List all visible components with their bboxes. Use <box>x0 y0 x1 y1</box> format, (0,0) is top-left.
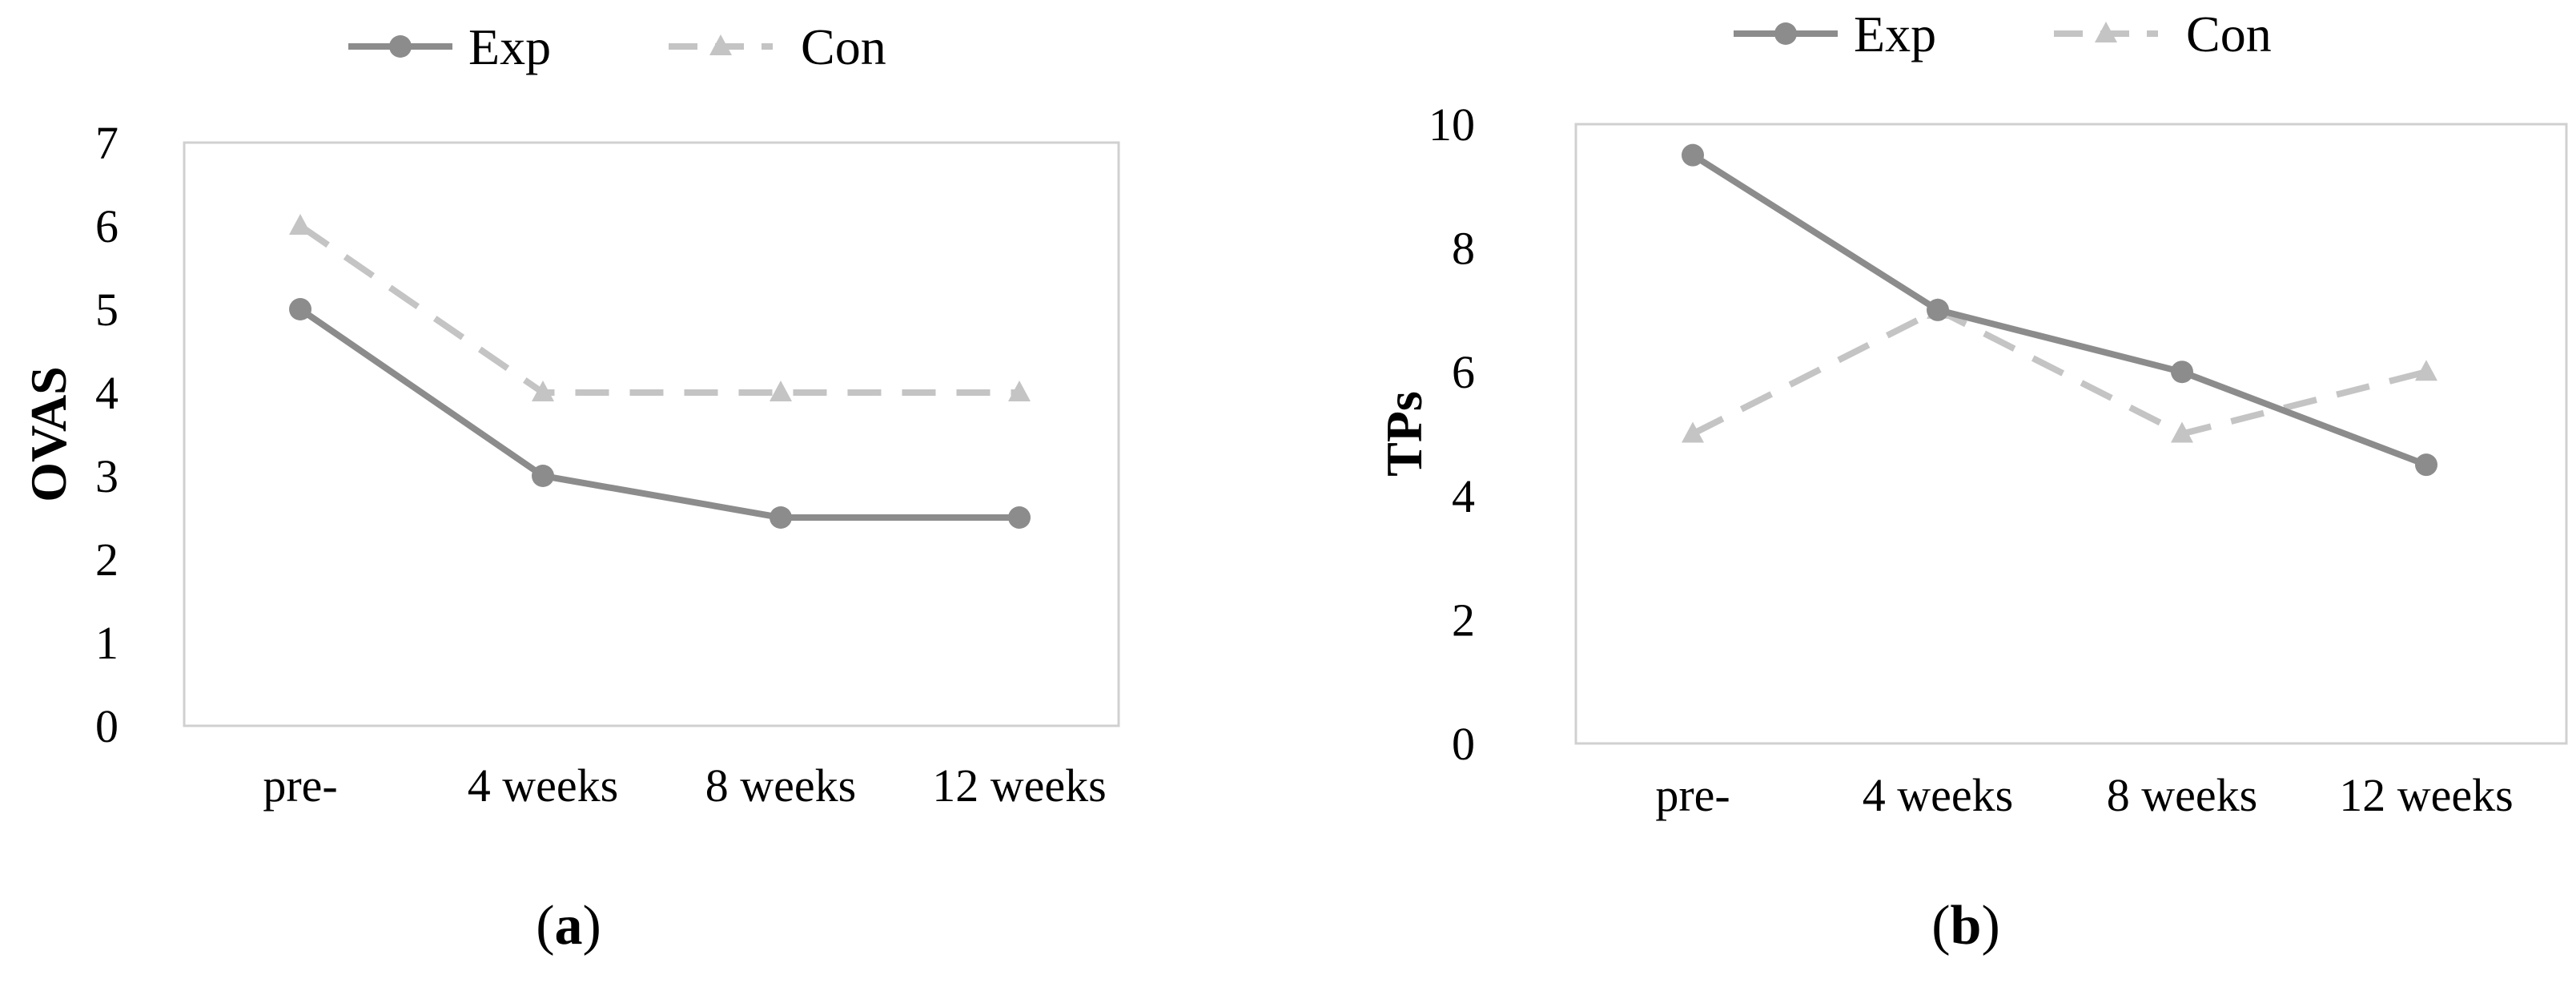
x-tick-label: 12 weeks <box>932 759 1106 812</box>
x-tick-label: 4 weeks <box>468 759 618 812</box>
data-point-con <box>2171 421 2193 443</box>
data-point-exp <box>1927 298 1949 321</box>
data-point-exp <box>1008 506 1031 529</box>
panel-label-paren: ( <box>1931 895 1950 957</box>
panel-label-paren: ) <box>1981 895 1999 957</box>
data-point-con <box>532 381 554 401</box>
panel-label-letter: a <box>555 895 583 957</box>
data-point-exp <box>2415 453 2437 477</box>
legend: Exp Con <box>1734 6 2272 62</box>
panel-label: (a) <box>536 895 601 957</box>
y-axis-title: TPs <box>1376 391 1433 477</box>
x-tick-label: pre- <box>1655 769 1730 821</box>
data-point-con <box>289 214 311 235</box>
series-line-con <box>298 223 1019 396</box>
data-point-exp <box>289 298 311 320</box>
panel-label-paren: ) <box>583 895 601 957</box>
legend-label-con: Con <box>2186 6 2272 62</box>
data-point-exp <box>770 506 792 529</box>
chart-panel-b: 0 2 4 6 8 10 pre- 4 weeks 8 weeks 12 weeks TPs Exp C… <box>1376 6 2568 957</box>
series-line-exp <box>1690 152 2428 468</box>
plot-area <box>1574 123 2568 745</box>
x-tick-label: 4 weeks <box>1863 769 2013 821</box>
legend-marker-con <box>709 34 732 55</box>
data-point-exp <box>1682 143 1704 167</box>
legend-label-exp: Exp <box>468 18 551 75</box>
y-tick-label: 3 <box>95 450 119 502</box>
y-tick-label: 6 <box>95 200 119 252</box>
legend-marker-con <box>2095 22 2117 42</box>
data-point-con <box>770 381 792 401</box>
plot-area <box>183 141 1120 727</box>
y-tick-label: 10 <box>1429 99 1475 151</box>
chart-panel-a: 0 1 2 3 4 5 6 7 pre- 4 weeks 8 weeks 12 weeks OVAS Ex… <box>20 18 1120 957</box>
panel-label-paren: ( <box>536 895 554 957</box>
y-tick-label: 1 <box>95 617 119 669</box>
series-line-con <box>1691 306 2427 437</box>
x-tick-label: pre- <box>263 759 337 812</box>
data-point-exp <box>532 465 554 487</box>
y-tick-label: 4 <box>1452 470 1475 522</box>
y-tick-label: 5 <box>95 284 119 336</box>
y-tick-label: 7 <box>95 117 119 169</box>
legend: Exp Con <box>348 18 886 75</box>
x-tick-label: 8 weeks <box>2107 769 2257 821</box>
y-axis-title: OVAS <box>20 366 77 502</box>
panel-label-letter: b <box>1951 895 1982 957</box>
y-tick-label: 6 <box>1452 346 1475 398</box>
x-tick-label: 8 weeks <box>705 759 856 812</box>
y-tick-label: 0 <box>95 700 119 752</box>
data-point-exp <box>2171 361 2193 384</box>
y-tick-label: 0 <box>1452 718 1475 770</box>
y-tick-label: 8 <box>1452 223 1475 275</box>
legend-label-exp: Exp <box>1854 6 1936 62</box>
data-point-con <box>2415 360 2437 381</box>
data-point-con <box>1682 421 1704 443</box>
panel-label: (b) <box>1931 895 2000 957</box>
series-line-exp <box>298 306 1019 521</box>
legend-marker-exp <box>389 35 412 58</box>
y-tick-label: 2 <box>1452 594 1475 646</box>
legend-marker-exp <box>1774 22 1797 45</box>
y-tick-label: 2 <box>95 534 119 586</box>
legend-label-con: Con <box>801 18 886 75</box>
y-tick-label: 4 <box>95 367 119 419</box>
x-tick-label: 12 weeks <box>2339 769 2513 821</box>
data-point-con <box>1008 381 1031 401</box>
